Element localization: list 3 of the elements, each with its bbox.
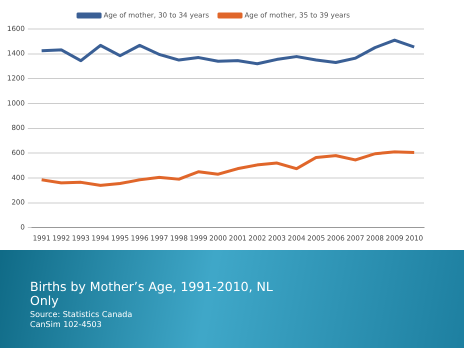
text: CanSim 102-4503 bbox=[30, 320, 103, 330]
source-note: Source: Statistics Canada bbox=[30, 310, 132, 320]
text: Births by Mother’s Age, 1991-2010, NL Only bbox=[30, 279, 274, 308]
